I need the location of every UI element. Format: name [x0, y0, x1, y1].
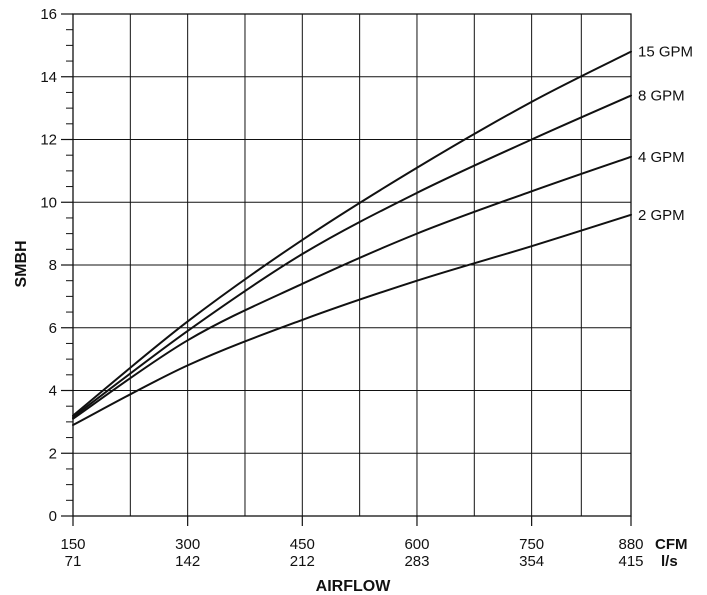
series-line-8-gpm — [72, 94, 632, 419]
series-line-2-gpm — [72, 213, 632, 427]
series-label: 4 GPM — [638, 149, 685, 166]
x-tick-label-primary: 750 — [519, 536, 544, 553]
x-unit-primary: CFM — [655, 536, 688, 553]
x-unit-secondary: l/s — [661, 553, 678, 570]
x-axis-title: AIRFLOW — [316, 578, 392, 595]
x-tick-label-primary: 600 — [404, 536, 429, 553]
y-tick-label: 16 — [40, 6, 57, 23]
y-tick-label: 0 — [49, 508, 57, 525]
series-line-15-gpm — [72, 50, 632, 417]
series-line-4-gpm — [72, 155, 632, 420]
x-tick-label-secondary: 142 — [175, 553, 200, 570]
x-tick-label-secondary: 415 — [618, 553, 643, 570]
y-axis-title: SMBH — [13, 240, 30, 287]
grid — [73, 14, 631, 516]
x-tick-label-secondary: 71 — [65, 553, 82, 570]
x-tick-label-primary: 880 — [618, 536, 643, 553]
y-tick-label: 2 — [49, 445, 57, 462]
series-labels: 15 GPM 8 GPM 4 GPM 2 GPM — [638, 44, 693, 224]
x-tick-label-primary: 450 — [290, 536, 315, 553]
x-tick-label-secondary: 212 — [290, 553, 315, 570]
y-tick-label: 14 — [40, 69, 57, 86]
y-tick-label: 12 — [40, 132, 57, 149]
y-tick-label: 4 — [49, 383, 57, 400]
x-tick-label-secondary: 283 — [404, 553, 429, 570]
y-tick-label: 10 — [40, 194, 57, 211]
series-label: 8 GPM — [638, 88, 685, 105]
series-label: 2 GPM — [638, 207, 685, 224]
y-tick-label: 6 — [49, 320, 57, 337]
series-lines — [72, 50, 632, 427]
x-tick-label-primary: 300 — [175, 536, 200, 553]
y-axis-ticks: 0 2 4 6 8 10 12 14 16 — [40, 6, 73, 525]
x-tick-label-primary: 150 — [60, 536, 85, 553]
y-tick-label: 8 — [49, 257, 57, 274]
series-label: 15 GPM — [638, 44, 693, 61]
y-minor-ticks — [66, 29, 73, 501]
x-tick-label-secondary: 354 — [519, 553, 544, 570]
